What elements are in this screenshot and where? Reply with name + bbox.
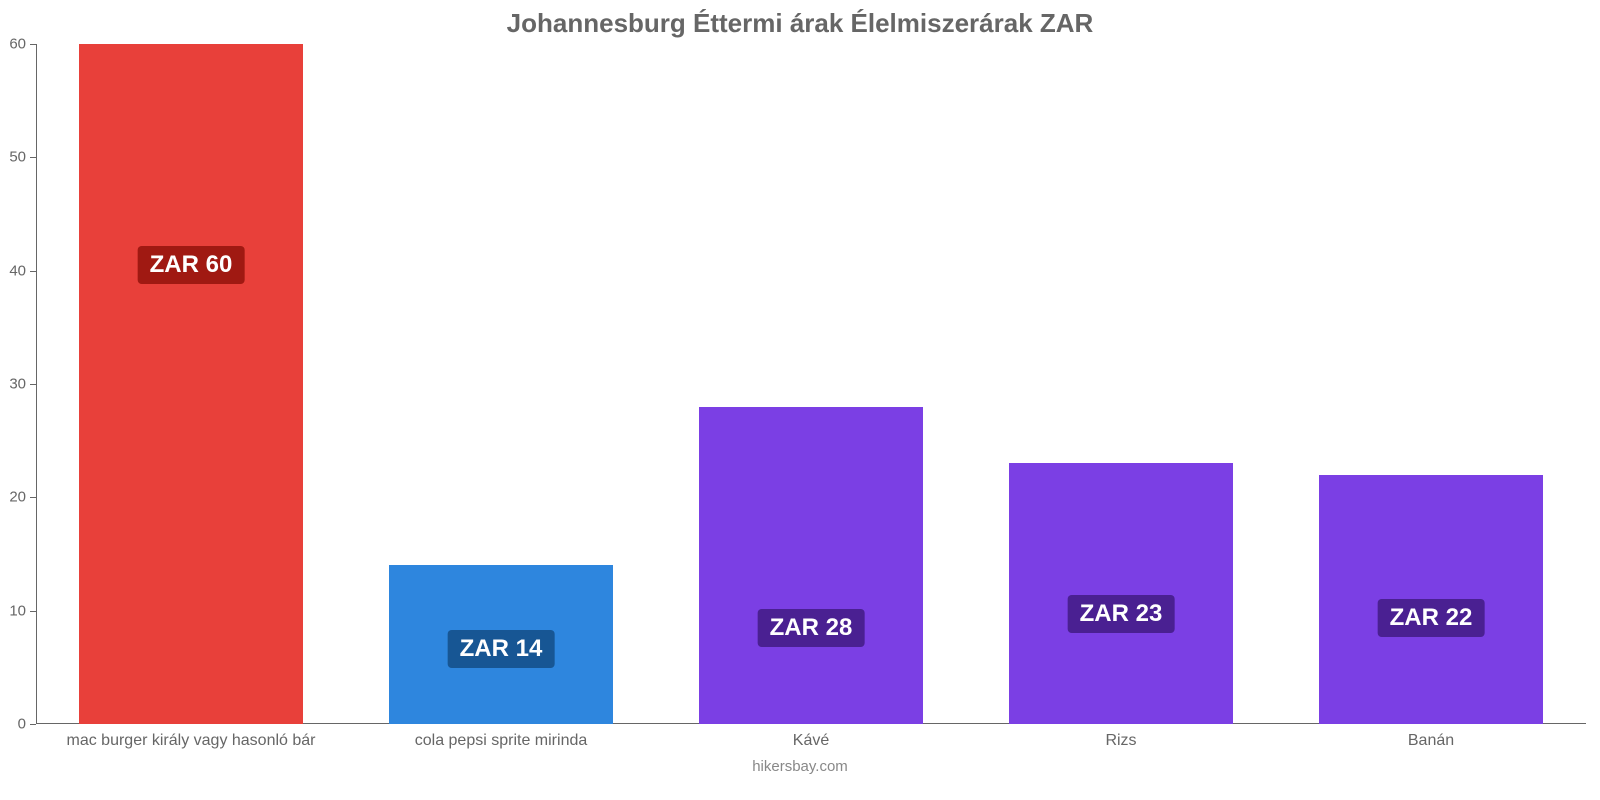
bar-data-label: ZAR 14 bbox=[448, 630, 555, 668]
x-tick-label: Banán bbox=[1408, 732, 1454, 750]
x-tick-label: Kávé bbox=[793, 732, 829, 750]
y-tick-label: 20 bbox=[9, 489, 26, 506]
chart-footer: hikersbay.com bbox=[0, 758, 1600, 775]
bar-slot: ZAR 23Rizs bbox=[966, 44, 1276, 724]
y-tick-label: 60 bbox=[9, 36, 26, 53]
bar-slot: ZAR 60mac burger király vagy hasonló bár bbox=[36, 44, 346, 724]
bar: ZAR 22 bbox=[1319, 475, 1542, 724]
price-bar-chart: Johannesburg Éttermi árak Élelmiszerárak… bbox=[0, 0, 1600, 800]
bar: ZAR 23 bbox=[1009, 463, 1232, 724]
y-tick-mark bbox=[30, 157, 36, 158]
y-tick-label: 40 bbox=[9, 262, 26, 279]
bar-data-label: ZAR 60 bbox=[138, 246, 245, 284]
chart-title: Johannesburg Éttermi árak Élelmiszerárak… bbox=[0, 0, 1600, 39]
bar: ZAR 28 bbox=[699, 407, 922, 724]
y-tick-label: 50 bbox=[9, 149, 26, 166]
y-tick-mark bbox=[30, 611, 36, 612]
bars-layer: ZAR 60mac burger király vagy hasonló bár… bbox=[36, 44, 1586, 724]
y-tick-mark bbox=[30, 44, 36, 45]
x-tick-label: cola pepsi sprite mirinda bbox=[415, 732, 588, 750]
bar-data-label: ZAR 28 bbox=[758, 609, 865, 647]
y-tick-mark bbox=[30, 724, 36, 725]
bar-data-label: ZAR 23 bbox=[1068, 595, 1175, 633]
y-tick-label: 30 bbox=[9, 376, 26, 393]
bar-slot: ZAR 14cola pepsi sprite mirinda bbox=[346, 44, 656, 724]
bar: ZAR 14 bbox=[389, 565, 612, 724]
y-tick-label: 0 bbox=[18, 716, 26, 733]
bar-data-label: ZAR 22 bbox=[1378, 599, 1485, 637]
x-tick-label: mac burger király vagy hasonló bár bbox=[66, 732, 315, 750]
y-tick-mark bbox=[30, 271, 36, 272]
y-tick-mark bbox=[30, 384, 36, 385]
plot-area: ZAR 60mac burger király vagy hasonló bár… bbox=[36, 44, 1586, 724]
bar-slot: ZAR 22Banán bbox=[1276, 44, 1586, 724]
x-tick-label: Rizs bbox=[1105, 732, 1136, 750]
y-tick-label: 10 bbox=[9, 602, 26, 619]
bar: ZAR 60 bbox=[79, 44, 302, 724]
y-tick-mark bbox=[30, 497, 36, 498]
bar-slot: ZAR 28Kávé bbox=[656, 44, 966, 724]
